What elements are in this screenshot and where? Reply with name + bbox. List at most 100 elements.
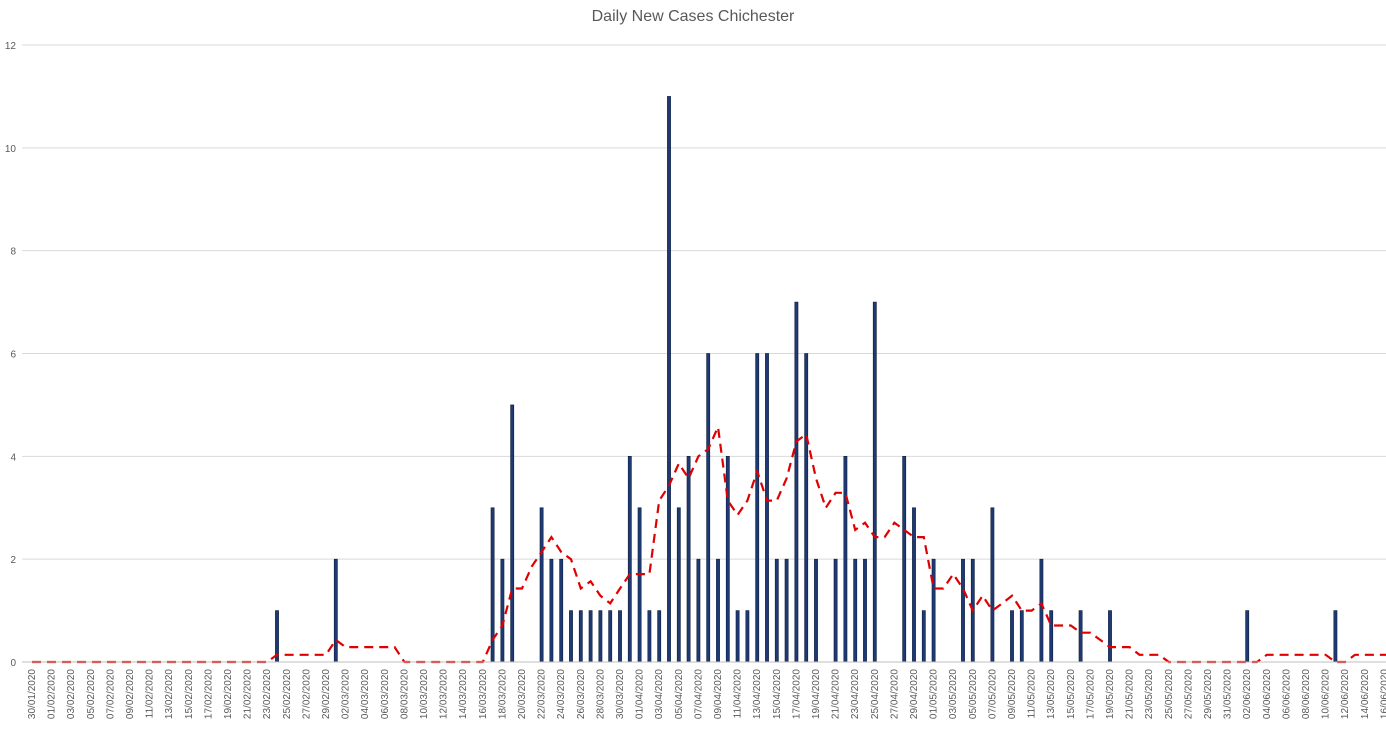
x-tick-label: 09/05/2020: [1007, 669, 1018, 719]
bar: [833, 558, 838, 663]
x-tick-label: 18/03/2020: [497, 669, 508, 719]
bar: [745, 610, 750, 663]
x-tick-label: 09/04/2020: [713, 669, 724, 719]
bar: [618, 610, 622, 663]
bar: [725, 456, 730, 663]
bar: [863, 558, 867, 663]
x-tick-label: 12/03/2020: [439, 669, 450, 719]
x-tick-label: 21/05/2020: [1125, 669, 1136, 719]
x-tick-label: 08/06/2020: [1301, 669, 1312, 719]
x-tick-label: 03/05/2020: [948, 669, 959, 719]
x-tick-label: 23/02/2020: [262, 669, 273, 719]
bar: [696, 558, 701, 663]
x-tick-label: 25/02/2020: [282, 669, 293, 719]
x-tick-label: 11/04/2020: [733, 669, 744, 719]
x-tick-label: 30/03/2020: [615, 669, 626, 719]
bar: [1078, 610, 1083, 663]
bar: [814, 558, 818, 663]
x-tick-label: 03/02/2020: [66, 669, 77, 719]
y-tick-label: 6: [10, 350, 16, 361]
bar: [794, 301, 799, 663]
bar: [853, 558, 858, 663]
bar: [1333, 610, 1338, 663]
bar: [657, 610, 662, 663]
bar: [647, 610, 652, 663]
bar-series: [275, 96, 1338, 663]
bar: [902, 456, 907, 663]
x-tick-label: 27/04/2020: [889, 669, 900, 719]
bar: [559, 558, 564, 663]
bar: [569, 610, 573, 663]
bar: [1108, 610, 1112, 663]
x-tick-label: 26/03/2020: [576, 669, 587, 719]
y-tick-label: 12: [5, 41, 17, 52]
x-tick-label: 22/03/2020: [537, 669, 548, 719]
x-tick-label: 19/02/2020: [223, 669, 234, 719]
x-tick-label: 17/04/2020: [791, 669, 802, 719]
x-tick-label: 30/01/2020: [27, 669, 38, 719]
bar: [755, 353, 760, 663]
bar: [686, 456, 691, 663]
x-tick-label: 16/03/2020: [478, 669, 489, 719]
x-tick-label: 05/05/2020: [968, 669, 979, 719]
x-tick-label: 27/05/2020: [1183, 669, 1194, 719]
x-tick-label: 04/03/2020: [360, 669, 371, 719]
y-tick-label: 8: [10, 247, 16, 258]
x-tick-label: 02/06/2020: [1242, 669, 1253, 719]
x-tick-label: 01/04/2020: [635, 669, 646, 719]
x-tick-label: 03/04/2020: [654, 669, 665, 719]
x-tick-label: 02/03/2020: [341, 669, 352, 719]
x-tick-label: 29/04/2020: [909, 669, 920, 719]
x-tick-label: 27/02/2020: [301, 669, 312, 719]
x-tick-label: 14/06/2020: [1360, 669, 1371, 719]
bar: [637, 507, 642, 663]
bar: [510, 404, 515, 663]
bar: [912, 507, 916, 663]
bar: [843, 456, 848, 663]
x-tick-label: 25/05/2020: [1164, 669, 1175, 719]
bar: [333, 558, 338, 663]
x-tick-label: 13/04/2020: [752, 669, 763, 719]
x-tick-label: 11/05/2020: [1027, 669, 1038, 719]
x-tick-label: 13/02/2020: [164, 669, 175, 719]
bar: [598, 610, 603, 663]
bar: [549, 558, 554, 663]
x-tick-label: 07/02/2020: [105, 669, 116, 719]
x-tick-label: 07/04/2020: [693, 669, 704, 719]
x-tick-label: 05/04/2020: [674, 669, 685, 719]
bar: [578, 610, 583, 663]
bar: [500, 558, 505, 663]
x-tick-label: 21/02/2020: [243, 669, 254, 719]
bar: [1049, 610, 1054, 663]
x-tick-label: 15/04/2020: [772, 669, 783, 719]
y-tick-label: 4: [10, 452, 16, 463]
bar: [588, 610, 593, 663]
x-tick-label: 09/02/2020: [125, 669, 136, 719]
x-tick-label: 11/02/2020: [145, 669, 156, 719]
bar: [921, 610, 926, 663]
bar: [804, 353, 809, 663]
x-tick-label: 29/02/2020: [321, 669, 332, 719]
bar: [1245, 610, 1250, 663]
bar: [1019, 610, 1024, 663]
x-tick-label: 01/02/2020: [47, 669, 58, 719]
x-tick-label: 06/03/2020: [380, 669, 391, 719]
bar: [1010, 610, 1014, 663]
y-tick-label: 0: [10, 658, 16, 669]
x-tick-label: 20/03/2020: [517, 669, 528, 719]
bar: [765, 353, 769, 663]
bar: [872, 301, 877, 663]
x-tick-label: 23/04/2020: [850, 669, 861, 719]
x-tick-label: 06/06/2020: [1281, 669, 1292, 719]
bar: [716, 558, 720, 663]
x-tick-label: 28/03/2020: [595, 669, 606, 719]
x-tick-label: 16/06/2020: [1379, 669, 1386, 719]
y-tick-label: 10: [5, 144, 17, 155]
bar: [706, 353, 711, 663]
chart-title: Daily New Cases Chichester: [591, 8, 795, 25]
x-tick-label: 10/06/2020: [1321, 669, 1332, 719]
x-tick-label: 19/04/2020: [811, 669, 822, 719]
x-tick-label: 17/05/2020: [1085, 669, 1096, 719]
x-tick-label: 12/06/2020: [1340, 669, 1351, 719]
